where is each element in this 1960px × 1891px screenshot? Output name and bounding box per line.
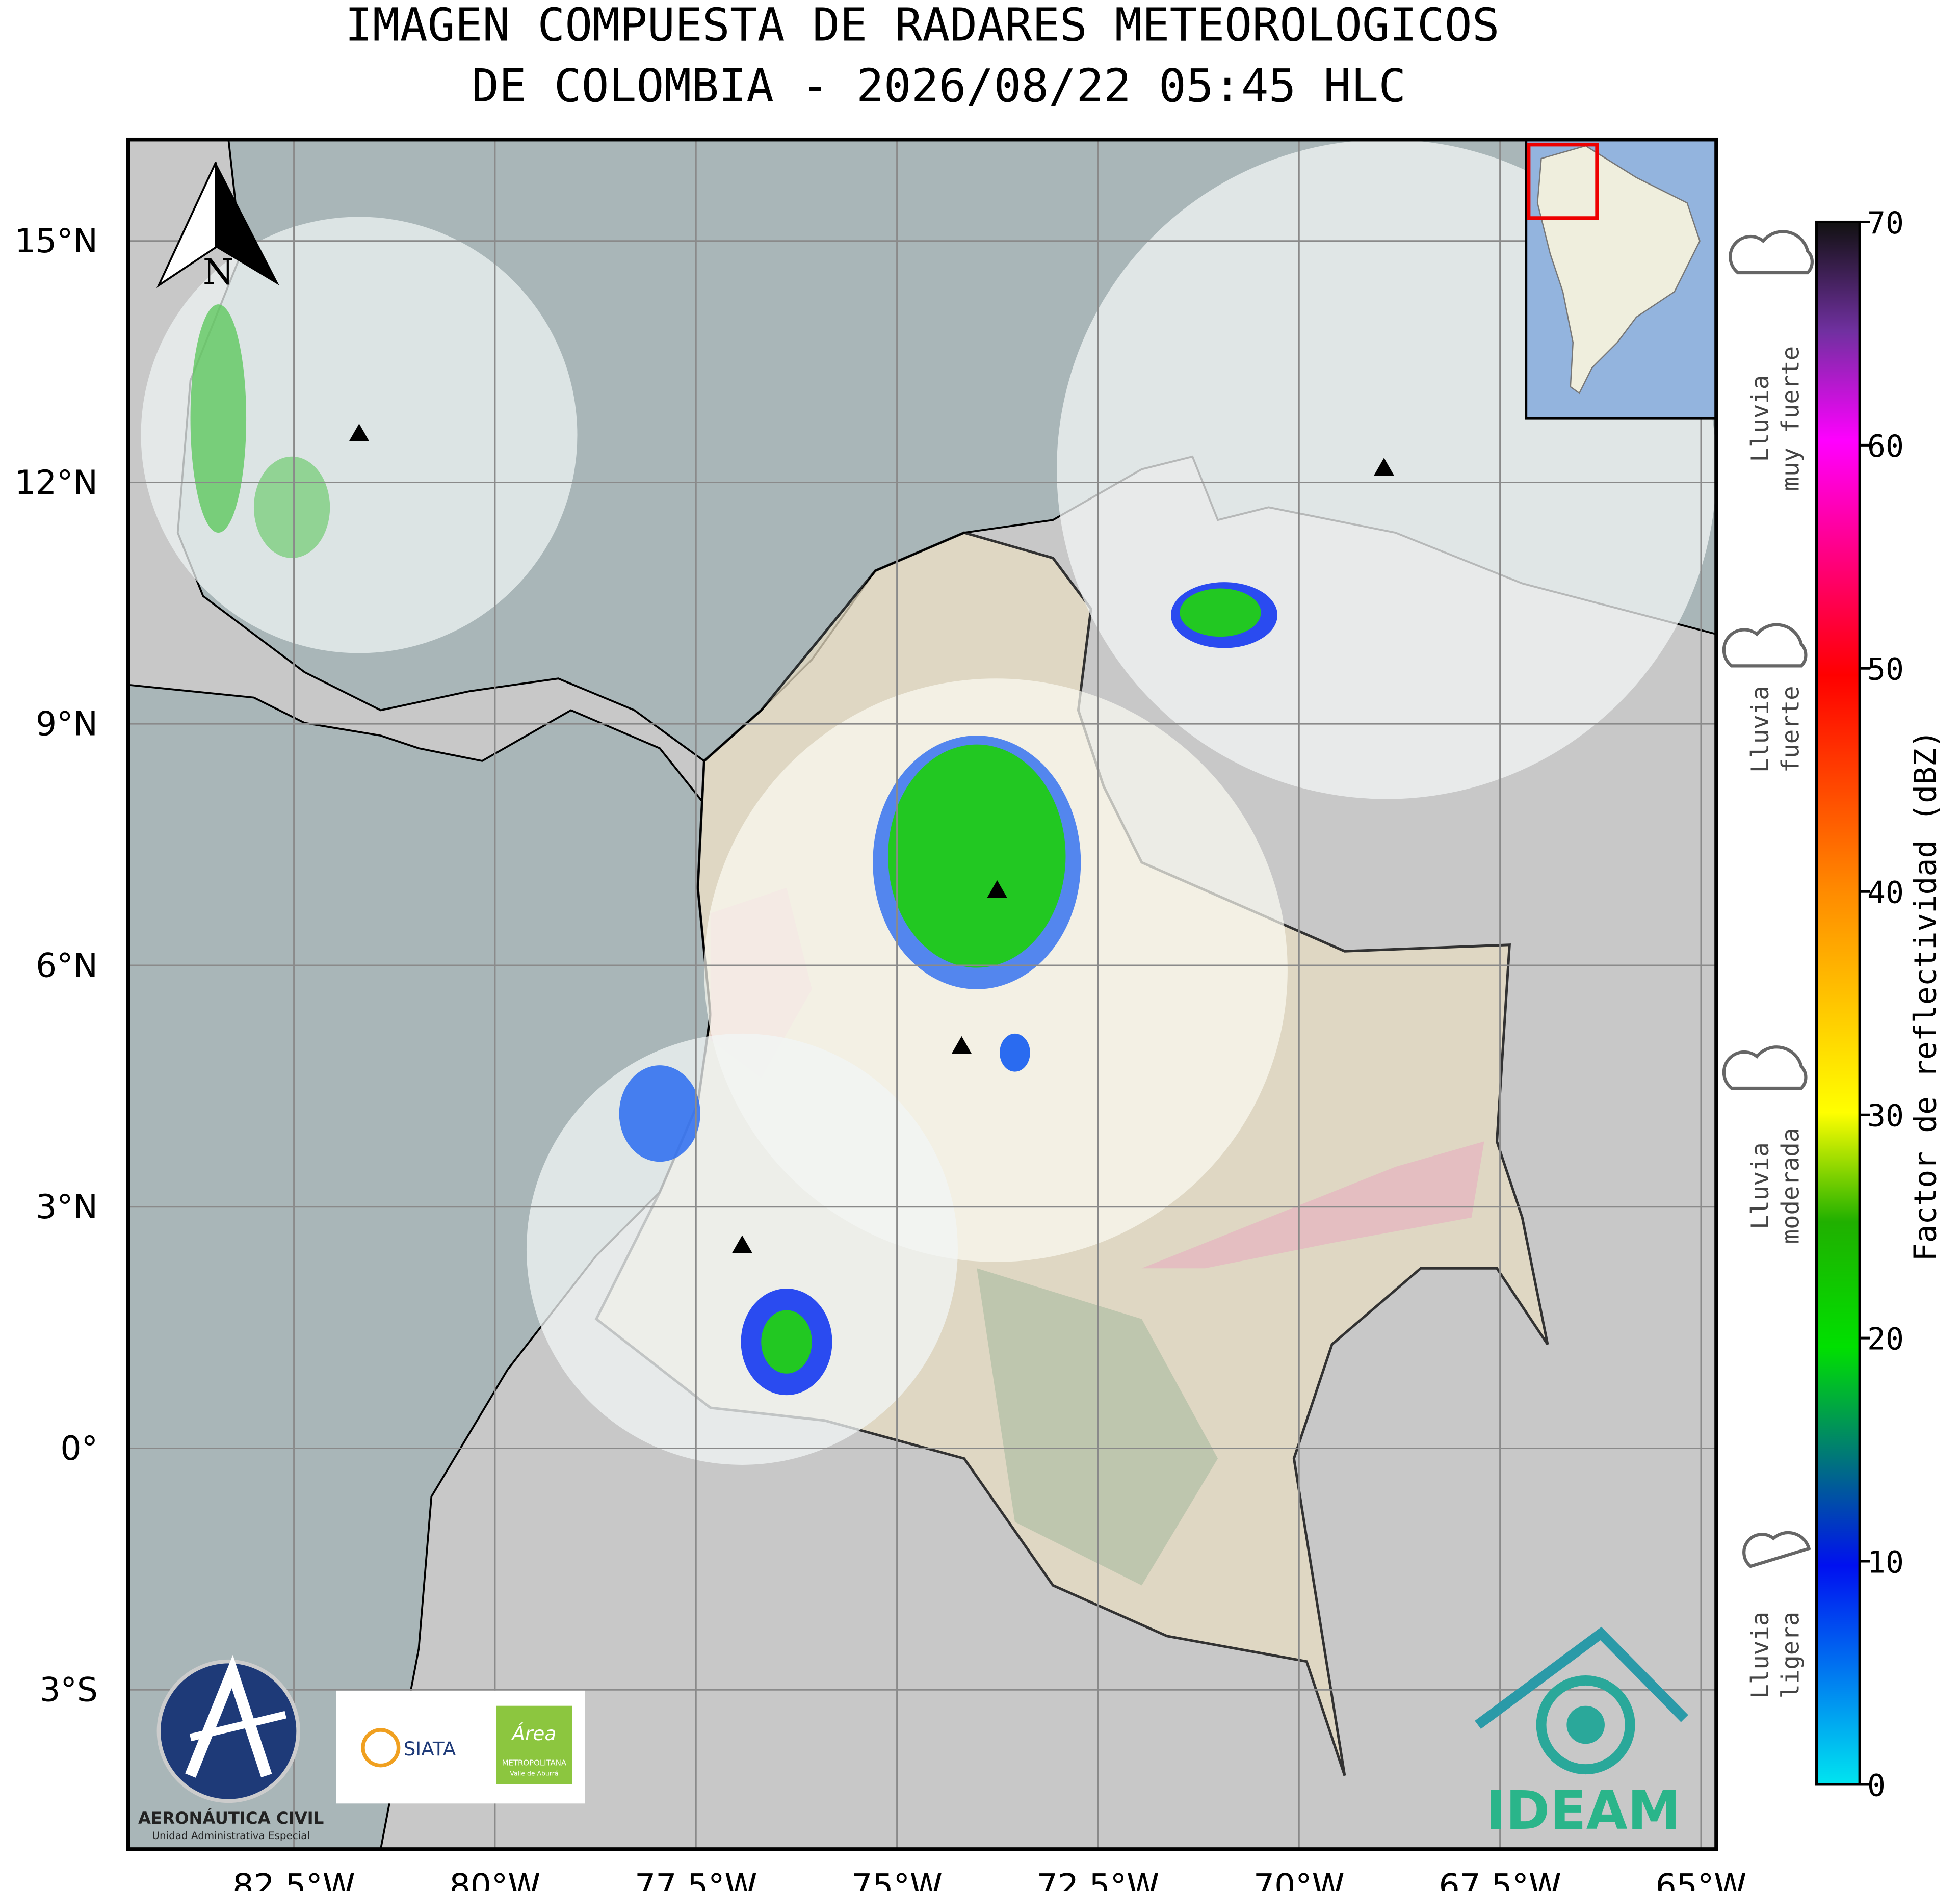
radar-sites xyxy=(349,424,1394,1253)
north-label: N xyxy=(203,251,234,293)
region-shade xyxy=(1141,1141,1484,1269)
x-tick-label: 75°W xyxy=(851,1867,943,1891)
y-tick-label: 9°N xyxy=(36,705,98,744)
y-tick-label: 0° xyxy=(60,1430,98,1468)
x-tick-label: 67.5°W xyxy=(1439,1867,1561,1891)
x-tick-label: 65°W xyxy=(1656,1867,1747,1891)
y-tick-label: 15°N xyxy=(15,222,98,260)
logo-text: SIATA xyxy=(404,1738,456,1760)
rain-label: fuerte xyxy=(1777,686,1805,773)
colorbar-tick-label: 60 xyxy=(1867,429,1904,464)
x-tick-label: 80°W xyxy=(450,1867,541,1891)
y-tick-label: 3°N xyxy=(36,1188,98,1226)
x-tick-label: 72.5°W xyxy=(1037,1867,1159,1891)
title-line: DE COLOMBIA - 2026/08/22 05:45 HLC xyxy=(472,60,1406,113)
map-frame xyxy=(126,137,1718,1851)
rain-label: ligera xyxy=(1777,1612,1805,1699)
rain-label: Lluvia xyxy=(1746,1142,1774,1229)
colorbar-tick-label: 10 xyxy=(1867,1545,1904,1580)
y-tick-label: 12°N xyxy=(15,464,98,502)
colorbar-tick-label: 30 xyxy=(1867,1099,1904,1134)
graticule xyxy=(128,139,1716,1849)
colorbar xyxy=(1815,220,1861,1786)
colorbar-tick-label: 50 xyxy=(1867,652,1904,688)
logo-text: Valle de Aburrá xyxy=(510,1770,558,1777)
axis-labels: 82.5°W 80°W 77.5°W 75°W 72.5°W 70°W 67.5°W 65°W… xyxy=(15,222,1746,1891)
rain-label: muy fuerte xyxy=(1777,346,1805,491)
colorbar-tick-label: 40 xyxy=(1867,876,1904,911)
y-tick-label: 3°S xyxy=(39,1671,98,1710)
logo-text: METROPOLITANA xyxy=(502,1758,567,1768)
logo-text: IDEAM xyxy=(1486,1779,1681,1842)
colorbar-tick-label: 20 xyxy=(1867,1322,1904,1357)
rain-label: moderada xyxy=(1777,1128,1805,1244)
colorbar-ticks: 0 10 20 30 40 50 60 70 xyxy=(1860,206,1904,1803)
north-arrow: N xyxy=(156,162,279,293)
colorbar-label: Factor de reflectividad (dBZ) xyxy=(1908,730,1943,1261)
logos: AERONÁUTICA CIVIL Unidad Administrativa … xyxy=(138,1626,1688,1842)
radar-echoes xyxy=(190,304,1277,1396)
x-tick-label: 77.5°W xyxy=(635,1867,757,1891)
rain-icons xyxy=(1722,230,1814,1568)
colorbar-tick-label: 70 xyxy=(1867,206,1904,241)
rain-label: Lluvia xyxy=(1746,375,1774,462)
logo-text: AERONÁUTICA CIVIL xyxy=(138,1808,324,1828)
logo-text: Unidad Administrativa Especial xyxy=(152,1830,309,1842)
x-tick-label: 82.5°W xyxy=(232,1867,355,1891)
inset-map xyxy=(1525,139,1716,420)
logo-text: Área xyxy=(511,1722,557,1745)
colorbar-tick-label: 0 xyxy=(1867,1768,1886,1803)
title-line: IMAGEN COMPUESTA DE RADARES METEOROLOGIC… xyxy=(345,0,1500,52)
map: N AERONÁUTICA CIVIL Unidad Administrativ… xyxy=(128,139,1716,1849)
x-tick-label: 70°W xyxy=(1253,1867,1345,1891)
rain-label: Lluvia xyxy=(1746,1612,1774,1699)
rain-label: Lluvia xyxy=(1746,686,1774,773)
y-tick-label: 6°N xyxy=(36,947,98,985)
